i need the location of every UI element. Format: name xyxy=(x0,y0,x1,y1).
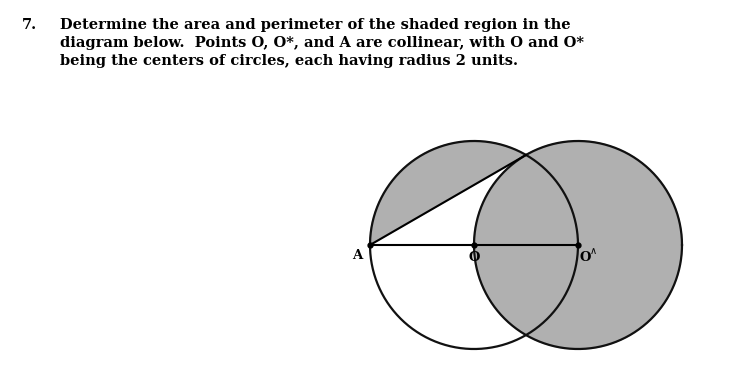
Text: diagram below.  Points O, O*, and A are collinear, with O and O*: diagram below. Points O, O*, and A are c… xyxy=(60,36,584,50)
Polygon shape xyxy=(474,141,682,349)
Text: being the centers of circles, each having radius 2 units.: being the centers of circles, each havin… xyxy=(60,54,518,68)
Text: ∧: ∧ xyxy=(590,247,597,256)
Polygon shape xyxy=(370,141,526,245)
Text: 7.: 7. xyxy=(22,18,37,32)
Text: O: O xyxy=(580,251,592,264)
Text: Determine the area and perimeter of the shaded region in the: Determine the area and perimeter of the … xyxy=(60,18,571,32)
Text: O: O xyxy=(469,251,480,264)
Text: A: A xyxy=(352,249,362,262)
